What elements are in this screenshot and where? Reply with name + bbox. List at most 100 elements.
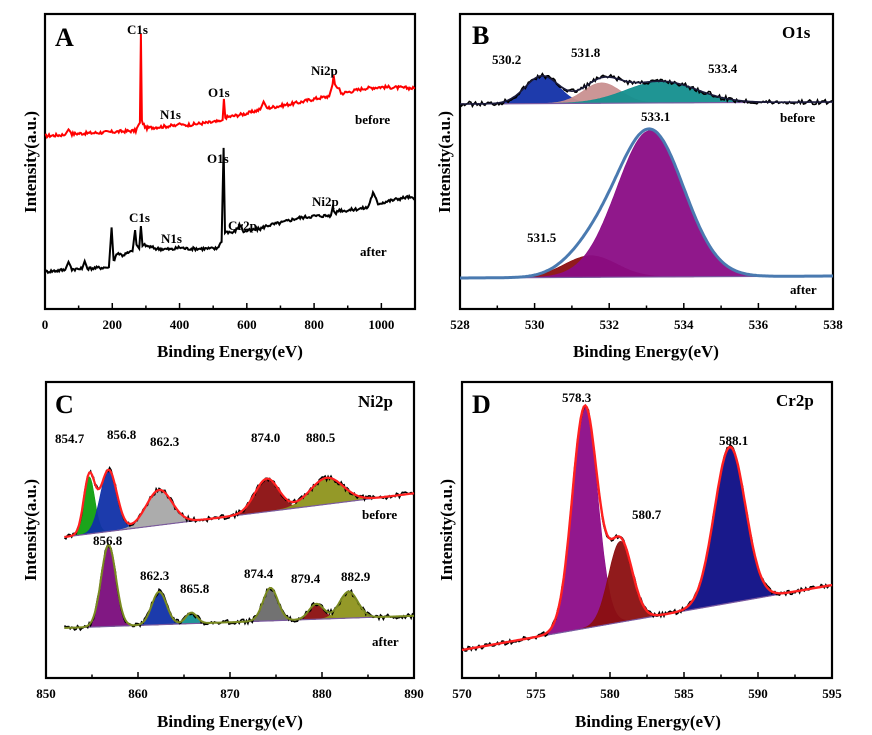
envelope-fit-line	[64, 468, 415, 539]
annotation-peak-856-8-after: 856.8	[93, 533, 123, 548]
series-after-line	[44, 147, 416, 275]
x-tick-label: 532	[599, 317, 619, 332]
x-tick-label: 400	[170, 317, 190, 332]
panel-d-axis: 570 575 580 585 590 595	[452, 672, 842, 701]
annotation-cr2p-after: Cr2p	[228, 218, 257, 233]
panel-d-label: D	[472, 390, 491, 419]
x-tick-label: 860	[128, 686, 148, 701]
panel-d-frame	[460, 380, 834, 680]
envelope-fit-line	[64, 543, 415, 629]
annotation-peak-862-3-after: 862.3	[140, 568, 170, 583]
annotation-peak-865-8: 865.8	[180, 581, 210, 596]
fitted-peak-580-7	[461, 540, 833, 651]
x-tick-label: 800	[304, 317, 324, 332]
annotation-peak-854-7: 854.7	[55, 431, 85, 446]
panel-a-axis: 0 200 400 600 800 1000	[42, 303, 416, 332]
envelope-fit-line	[460, 74, 833, 105]
annotation-peak-530-2: 530.2	[492, 52, 521, 67]
panel-d-xlabel: Binding Energy(eV)	[575, 712, 721, 731]
envelope-fit-line	[460, 127, 833, 280]
x-tick-label: 536	[749, 317, 769, 332]
envelope-fit-line	[461, 403, 833, 652]
panel-b-axis: 528 530 532 534 536 538	[450, 303, 843, 332]
panel-c-title: Ni2p	[358, 392, 393, 411]
fitted-peak-533-1	[460, 130, 833, 279]
panel-d-title: Cr2p	[776, 391, 814, 410]
panel-c: C Ni2p Intensity(a.u.) Binding Energy(eV…	[21, 380, 424, 731]
x-tick-label: 600	[237, 317, 257, 332]
x-tick-label: 850	[36, 686, 56, 701]
series-before-line	[44, 33, 416, 140]
panel-b-ylabel: Intensity(a.u.)	[435, 111, 454, 213]
annotation-peak-874-0: 874.0	[251, 430, 280, 445]
panel-d-ylabel: Intensity(a.u.)	[437, 479, 456, 581]
x-tick-label: 528	[450, 317, 470, 332]
annotation-ni2p-before: Ni2p	[311, 63, 338, 78]
x-tick-label: 580	[600, 686, 620, 701]
x-tick-label: 595	[822, 686, 842, 701]
annotation-peak-879-4: 879.4	[291, 571, 321, 586]
panel-c-ylabel: Intensity(a.u.)	[21, 479, 40, 581]
annotation-n1s-after: N1s	[161, 231, 182, 246]
condition-before-label: before	[355, 112, 390, 127]
panel-a-label: A	[55, 23, 74, 52]
x-tick-label: 880	[312, 686, 332, 701]
annotation-peak-880-5: 880.5	[306, 430, 336, 445]
annotation-c1s-after: C1s	[129, 210, 150, 225]
x-tick-label: 575	[526, 686, 546, 701]
annotation-peak-874-4: 874.4	[244, 566, 274, 581]
x-tick-label: 570	[452, 686, 472, 701]
panel-d-annotations: 578.3 580.7 588.1	[562, 390, 748, 522]
annotation-peak-531-8: 531.8	[571, 45, 601, 60]
annotation-c1s-before: C1s	[127, 22, 148, 37]
annotation-peak-862-3-before: 862.3	[150, 434, 180, 449]
panel-a-ylabel: Intensity(a.u.)	[21, 111, 40, 213]
fitted-peak-588-1	[461, 446, 833, 651]
x-tick-label: 890	[404, 686, 424, 701]
condition-after-label: after	[360, 244, 387, 259]
x-tick-label: 530	[525, 317, 545, 332]
panel-b: B O1s Intensity(a.u.) Binding Energy(eV)…	[435, 12, 843, 361]
panel-c-spectra	[63, 466, 415, 632]
x-tick-label: 1000	[368, 317, 394, 332]
x-tick-label: 200	[103, 317, 123, 332]
panel-d: D Cr2p Intensity(a.u.) Binding Energy(eV…	[437, 380, 842, 731]
panel-c-axis: 850 860 870 880 890	[36, 672, 424, 701]
x-tick-label: 870	[220, 686, 240, 701]
annotation-o1s-before: O1s	[208, 85, 230, 100]
panel-a-spectra	[44, 33, 416, 275]
annotation-ni2p-after: Ni2p	[312, 194, 339, 209]
condition-before-label: before	[780, 110, 815, 125]
condition-after-label: after	[790, 282, 817, 297]
panel-c-annotations: 854.7 856.8 862.3 874.0 880.5 856.8 862.…	[55, 427, 399, 649]
annotation-peak-578-3: 578.3	[562, 390, 592, 405]
condition-before-label: before	[362, 507, 397, 522]
panel-d-spectra	[461, 403, 833, 652]
annotation-peak-531-5: 531.5	[527, 230, 557, 245]
panel-b-xlabel: Binding Energy(eV)	[573, 342, 719, 361]
x-tick-label: 0	[42, 317, 49, 332]
condition-after-label: after	[372, 634, 399, 649]
x-tick-label: 538	[823, 317, 843, 332]
x-tick-label: 585	[674, 686, 694, 701]
annotation-peak-580-7: 580.7	[632, 507, 662, 522]
background-line	[64, 492, 415, 538]
panel-b-title: O1s	[782, 23, 811, 42]
panel-a: A Intensity(a.u.) Binding Energy(eV) 0 20…	[21, 12, 417, 361]
annotation-peak-588-1: 588.1	[719, 433, 748, 448]
panel-c-label: C	[55, 390, 74, 419]
x-tick-label: 534	[674, 317, 694, 332]
annotation-peak-882-9: 882.9	[341, 569, 371, 584]
annotation-o1s-after: O1s	[207, 151, 229, 166]
annotation-peak-856-8-before: 856.8	[107, 427, 137, 442]
annotation-peak-533-1: 533.1	[641, 109, 670, 124]
panel-b-annotations: 530.2 531.8 533.4 533.1 531.5 before aft…	[492, 45, 817, 297]
panel-c-xlabel: Binding Energy(eV)	[157, 712, 303, 731]
annotation-n1s-before: N1s	[160, 107, 181, 122]
fitted-peak-856-8	[64, 469, 415, 538]
panel-b-label: B	[472, 21, 489, 50]
panel-a-annotations: C1s N1s O1s Ni2p before O1s C1s N1s Cr2p…	[127, 22, 390, 259]
panel-b-spectra	[459, 72, 834, 280]
x-tick-label: 590	[748, 686, 768, 701]
